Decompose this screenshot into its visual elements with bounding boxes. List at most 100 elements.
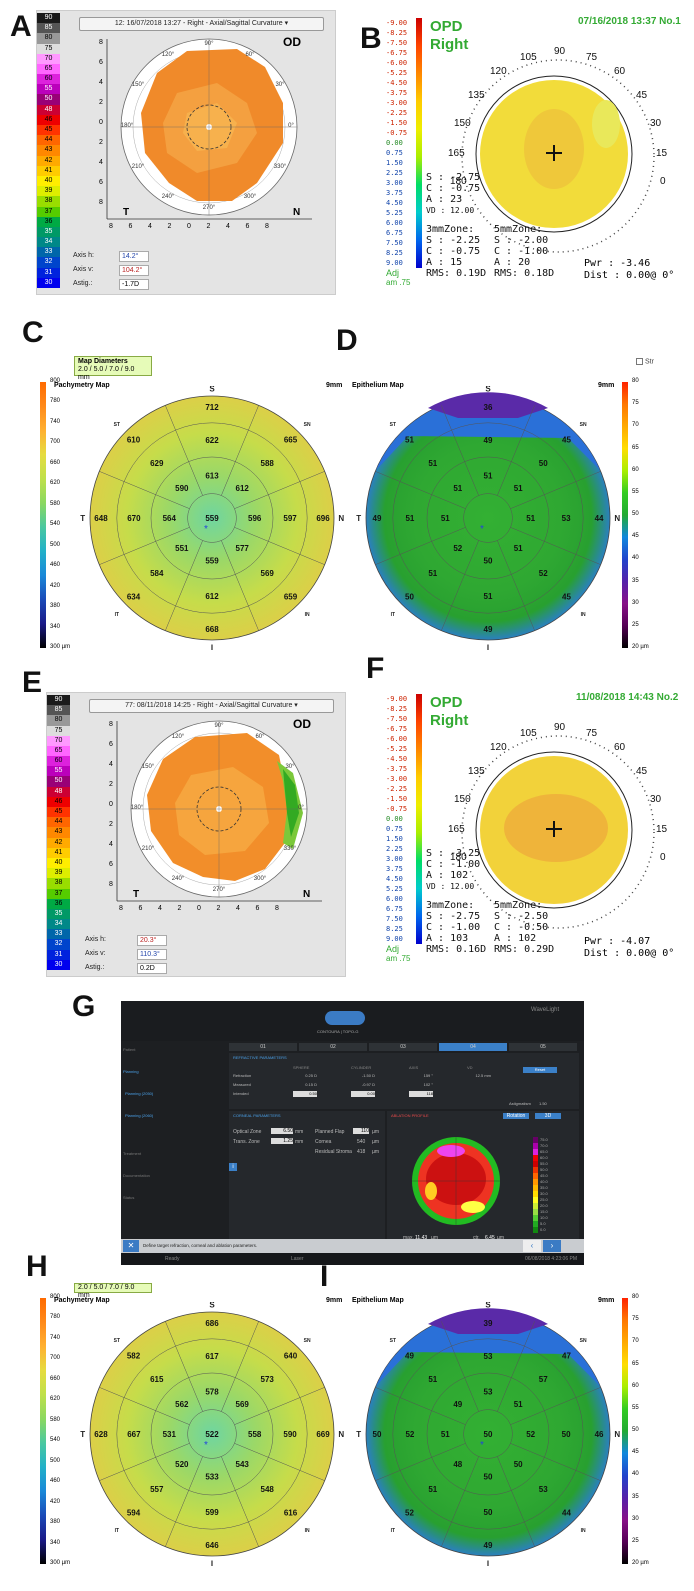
stroma-checkbox-d[interactable]: Str <box>636 358 654 365</box>
sidebar-item[interactable]: Patient <box>123 1047 136 1052</box>
scale-cell: 33 <box>47 929 70 940</box>
cancel-x-button[interactable]: ✕ <box>123 1240 139 1252</box>
sector-label: S <box>209 386 215 394</box>
thickness-value: 612 <box>236 484 250 493</box>
exam-select-e[interactable]: 77: 08/11/2018 14:25 - Right - Axial/Sag… <box>89 699 334 713</box>
scale-label: 780 <box>50 398 61 405</box>
rotation-button[interactable]: Rotation <box>503 1113 529 1119</box>
opd-angles-b: 90 105 75 120 60 135 45 150 30 165 15 180 0 <box>446 44 676 274</box>
optical-zone-input[interactable]: 6.50 <box>271 1128 293 1134</box>
gradient-bar <box>40 1298 46 1564</box>
thickness-value: 50 <box>373 1430 382 1439</box>
thickness-value: 52 <box>539 569 548 578</box>
x-tick: 4 <box>236 905 240 912</box>
refraction-section-title: REFRACTIVE PARAMETERS <box>233 1055 287 1060</box>
spoke <box>510 1387 601 1425</box>
y-tick: 4 <box>99 79 103 86</box>
planned-flap-label: Planned Flap <box>315 1129 345 1135</box>
side-label-n-e: N <box>303 889 311 900</box>
ablation-scale-swatch <box>533 1167 538 1173</box>
sector-label: IN <box>581 1528 586 1534</box>
astig-label-e: Astig.: <box>85 964 105 971</box>
ring <box>392 1338 584 1530</box>
axis-v-value-a: 104.2° <box>119 265 149 276</box>
table-cell[interactable]: 118 <box>409 1091 433 1097</box>
scale-label: 540 <box>50 521 61 528</box>
spoke <box>99 527 190 565</box>
panel-a-axial-map: 90 85 80 75 70 65 60 55 50 48 46 45 44 43 42 41 40 39 38 37… <box>36 10 336 295</box>
opd-scale-label: 9.00 <box>386 935 403 943</box>
sector-label: IT <box>115 1528 119 1534</box>
angle-label: 60° <box>245 51 255 58</box>
scale-cell: 46 <box>47 796 70 808</box>
opd-pwr-f: Pwr : -4.07 <box>584 936 651 947</box>
spoke <box>510 471 601 509</box>
sidebar-item[interactable]: Treatment <box>123 1151 142 1156</box>
thickness-value: 577 <box>236 544 250 553</box>
sidebar-item[interactable]: Status <box>123 1195 135 1200</box>
epi-scale-i: 80 75 70 65 60 55 50 45 40 35 30 25 20 µm <box>620 1294 660 1568</box>
thickness-value: 670 <box>127 514 141 523</box>
trans-zone-input[interactable]: 1.25 <box>271 1138 293 1144</box>
workflow-step[interactable]: 03 <box>369 1043 437 1051</box>
ablation-scale-swatch <box>533 1185 538 1191</box>
y-tick: 4 <box>109 761 113 768</box>
sidebar-item[interactable]: Planning <box>123 1069 139 1074</box>
thickness-value: 51 <box>484 471 493 480</box>
thickness-value: 51 <box>526 514 535 523</box>
contoura-logo-text: CONTOURA | TOPO-G <box>317 1029 359 1034</box>
footer-user: Laser <box>291 1256 304 1262</box>
sidebar-item[interactable]: Planning (2060) <box>125 1113 154 1118</box>
scale-label: 380 <box>50 603 61 610</box>
3d-button[interactable]: 3D <box>535 1113 561 1119</box>
sidebar-item[interactable]: Planning (2050) <box>125 1091 154 1096</box>
spoke <box>497 405 535 496</box>
workflow-step[interactable]: 02 <box>299 1043 367 1051</box>
opd-scale-label: 1.50 <box>386 159 403 167</box>
thickness-value: 51 <box>453 484 462 493</box>
thickness-value: 44 <box>562 1509 571 1518</box>
workflow-step[interactable]: 05 <box>509 1043 577 1051</box>
pachy-title-c: Pachymetry Map <box>54 382 110 389</box>
thickness-value: 597 <box>283 514 297 523</box>
thickness-value: 53 <box>484 1387 493 1396</box>
opd-scale-label: 3.00 <box>386 855 403 863</box>
opd-scale-label: 8.25 <box>386 249 403 257</box>
planned-flap-input[interactable]: 110 <box>353 1128 369 1134</box>
table-cell[interactable]: 0.50 <box>293 1091 317 1097</box>
opd-scale-label: 0.00 <box>386 139 403 147</box>
axis-v-label-e: Axis v: <box>85 950 106 957</box>
thickness-value: 53 <box>484 1352 493 1361</box>
color-scale-a: 90 85 80 75 70 65 60 55 50 48 46 45 44 43 42 41 40 39 38 37… <box>37 13 60 288</box>
sector-label: SN <box>580 422 587 428</box>
scale-label: 700 <box>50 1355 61 1362</box>
sector-label: IN <box>581 612 586 618</box>
thickness-value: 669 <box>316 1430 330 1439</box>
axis-h-value-e: 20.3° <box>137 935 167 946</box>
table-cell[interactable]: 0.00 <box>351 1091 375 1097</box>
scale-cell: 80 <box>37 33 60 44</box>
table-cell: -1.50 D <box>361 1073 375 1078</box>
spoke <box>375 1443 466 1481</box>
epi-size-d: 9mm <box>598 382 615 389</box>
sector-label: I <box>211 1559 213 1566</box>
sidebar-item[interactable]: Documentation <box>123 1173 150 1178</box>
back-button[interactable]: ‹ <box>523 1240 541 1252</box>
exam-select-a[interactable]: 12: 16/07/2018 13:27 - Right - Axial/Sag… <box>79 17 324 31</box>
opd-angle-label: 45 <box>636 90 648 101</box>
thickness-value: 50 <box>405 593 414 602</box>
angle-label: 240° <box>171 876 185 882</box>
opd-scale-label: -8.25 <box>386 705 408 713</box>
table-cell: -0.97 D <box>361 1082 375 1087</box>
sector-label: SN <box>304 422 311 428</box>
reset-button[interactable]: Reset <box>523 1067 557 1073</box>
next-button[interactable]: › <box>543 1240 561 1252</box>
axis-h-label-e: Axis h: <box>85 936 107 943</box>
ablation-scale-label: 35.0 <box>540 1185 548 1190</box>
spoke <box>165 540 203 631</box>
sector-label: ST <box>114 1338 120 1344</box>
ablation-section-title: ABLATION PROFILE <box>391 1113 429 1118</box>
workflow-step[interactable]: 01 <box>229 1043 297 1051</box>
scale-cell: 30 <box>37 277 60 288</box>
workflow-step[interactable]: 04 <box>439 1043 507 1051</box>
